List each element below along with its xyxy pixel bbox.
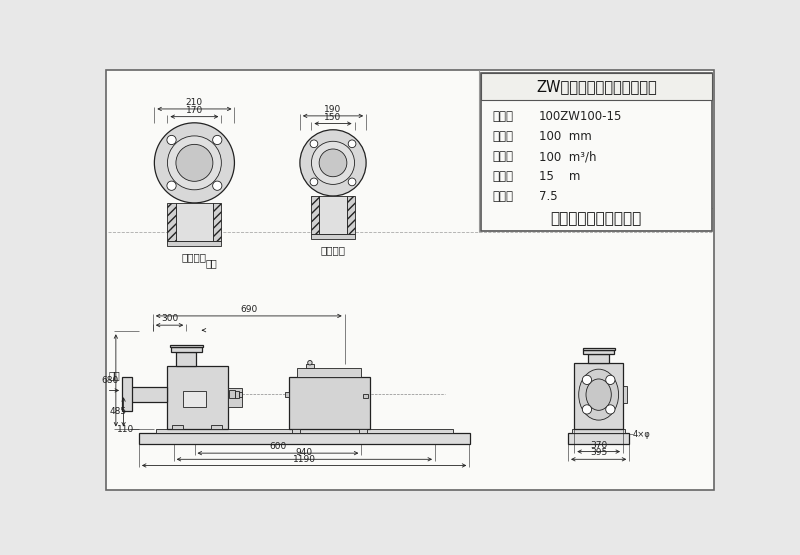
Bar bbox=[171, 347, 202, 352]
Bar bbox=[481, 73, 712, 100]
Bar bbox=[166, 366, 228, 430]
Text: 190: 190 bbox=[324, 105, 342, 114]
Text: 210: 210 bbox=[186, 98, 203, 107]
Text: 80: 80 bbox=[327, 149, 338, 158]
Bar bbox=[481, 73, 712, 231]
Bar bbox=[285, 391, 289, 397]
Circle shape bbox=[311, 142, 354, 184]
Text: 680: 680 bbox=[102, 376, 119, 385]
Circle shape bbox=[154, 123, 234, 203]
Text: 690: 690 bbox=[240, 305, 258, 314]
Circle shape bbox=[300, 130, 366, 196]
Text: 功率：: 功率： bbox=[492, 190, 514, 203]
Bar bbox=[582, 348, 614, 350]
Bar bbox=[172, 425, 183, 430]
Bar bbox=[239, 392, 242, 396]
Bar bbox=[177, 352, 196, 366]
Bar bbox=[228, 388, 242, 407]
Text: 扬程：: 扬程： bbox=[492, 170, 514, 183]
Circle shape bbox=[606, 375, 615, 385]
Text: 15    m: 15 m bbox=[538, 170, 580, 183]
Circle shape bbox=[167, 135, 176, 145]
Circle shape bbox=[308, 361, 312, 365]
Text: 100ZW100-15: 100ZW100-15 bbox=[538, 110, 622, 123]
Text: 370: 370 bbox=[590, 441, 607, 450]
Bar bbox=[583, 350, 614, 354]
Bar bbox=[319, 196, 347, 234]
Text: 395: 395 bbox=[590, 448, 607, 457]
Bar bbox=[588, 354, 609, 364]
Circle shape bbox=[167, 181, 176, 190]
Text: 100  mm: 100 mm bbox=[538, 130, 591, 143]
Text: 100: 100 bbox=[186, 149, 203, 158]
Text: 出口: 出口 bbox=[206, 258, 218, 268]
Text: 100  m³/h: 100 m³/h bbox=[538, 150, 596, 163]
Bar bbox=[131, 387, 166, 402]
Text: 流量：: 流量： bbox=[492, 150, 514, 163]
Bar bbox=[122, 377, 132, 411]
Circle shape bbox=[213, 181, 222, 190]
Bar bbox=[306, 364, 314, 369]
Bar bbox=[176, 203, 213, 241]
Bar bbox=[568, 433, 630, 444]
Bar bbox=[170, 345, 203, 347]
Circle shape bbox=[176, 144, 213, 181]
Text: 485: 485 bbox=[110, 407, 126, 416]
Text: 150: 150 bbox=[324, 113, 342, 122]
Text: 型号：: 型号： bbox=[492, 110, 514, 123]
Bar bbox=[289, 377, 370, 430]
Bar bbox=[362, 393, 368, 398]
Circle shape bbox=[310, 178, 318, 186]
Circle shape bbox=[310, 140, 318, 148]
Bar bbox=[156, 430, 453, 433]
Circle shape bbox=[348, 178, 356, 186]
Bar bbox=[347, 196, 354, 234]
Bar bbox=[183, 391, 206, 407]
Circle shape bbox=[582, 405, 591, 414]
Text: 4×φ: 4×φ bbox=[633, 430, 651, 438]
Circle shape bbox=[319, 149, 347, 176]
Bar bbox=[139, 433, 470, 444]
Bar bbox=[572, 428, 625, 433]
Circle shape bbox=[167, 136, 222, 190]
Text: 940: 940 bbox=[296, 448, 313, 457]
Text: 110: 110 bbox=[117, 425, 134, 434]
Bar bbox=[235, 391, 239, 397]
Circle shape bbox=[213, 135, 222, 145]
Circle shape bbox=[348, 140, 356, 148]
Bar bbox=[167, 203, 176, 241]
Text: ZW自吸式排污泵安装尺寸图: ZW自吸式排污泵安装尺寸图 bbox=[536, 79, 657, 94]
Bar bbox=[167, 241, 222, 246]
Bar bbox=[213, 203, 222, 241]
Bar bbox=[358, 430, 367, 433]
Bar bbox=[574, 364, 623, 428]
Text: 江苏博禹泵业有限公司: 江苏博禹泵业有限公司 bbox=[550, 211, 642, 226]
Bar bbox=[298, 369, 362, 377]
Circle shape bbox=[582, 375, 591, 385]
Text: 口径：: 口径： bbox=[492, 130, 514, 143]
Bar bbox=[311, 234, 354, 239]
Text: 进口: 进口 bbox=[109, 371, 120, 381]
Bar bbox=[211, 425, 222, 430]
Bar bbox=[623, 386, 627, 403]
Bar bbox=[311, 196, 319, 234]
Text: 7.5: 7.5 bbox=[538, 190, 558, 203]
Bar bbox=[292, 430, 300, 433]
Text: 170: 170 bbox=[186, 105, 203, 115]
Text: 1190: 1190 bbox=[293, 455, 316, 463]
Bar bbox=[230, 390, 235, 398]
Text: 出口法兰: 出口法兰 bbox=[321, 245, 346, 255]
Text: 600: 600 bbox=[270, 442, 286, 451]
Ellipse shape bbox=[586, 379, 611, 410]
Text: 300: 300 bbox=[161, 314, 178, 323]
Circle shape bbox=[606, 405, 615, 414]
Text: 进口法兰: 进口法兰 bbox=[182, 252, 207, 262]
Ellipse shape bbox=[578, 369, 618, 420]
